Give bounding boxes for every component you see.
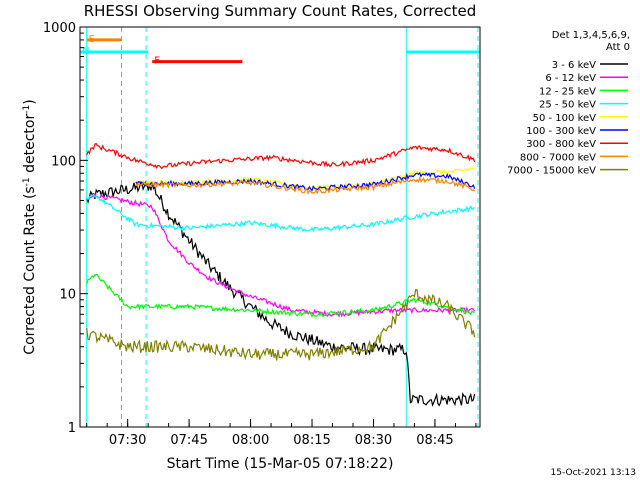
legend-label-0: 3 - 6 keV (552, 60, 596, 71)
series-line-5 (135, 171, 476, 192)
legend-header-0: Det 1,3,4,5,6,9, (552, 30, 630, 41)
chart-title: RHESSI Observing Summary Count Rates, Co… (84, 2, 477, 20)
series-line-7 (135, 175, 476, 195)
series-line-3 (86, 193, 475, 233)
legend-label-3: 25 - 50 keV (539, 100, 596, 111)
legend-label-2: 12 - 25 keV (539, 86, 596, 97)
y-tick-label-3: 1000 (43, 21, 76, 36)
series-line-6 (86, 142, 476, 170)
legend-header-1: Att 0 (606, 42, 630, 53)
legend-label-6: 300 - 800 keV (526, 139, 596, 150)
flag-label-n: N (82, 46, 89, 57)
axis-ticks: 1 10 100 1000 07:30 07:45 08:00 08:15 08:30 08:45 (43, 21, 477, 448)
series-line-1 (86, 193, 476, 318)
x-tick-label-2: 08:00 (232, 433, 269, 448)
flag-label-s: S (89, 34, 95, 45)
legend-label-7: 800 - 7000 keV (520, 152, 596, 163)
legend: Det 1,3,4,5,6,9,Att 0 3 - 6 keV 6 - 12 keV… (507, 30, 630, 177)
legend-label-5: 100 - 300 keV (526, 126, 596, 137)
series-line-2 (86, 273, 475, 318)
y-tick-label-2: 100 (51, 154, 76, 169)
legend-label-1: 6 - 12 keV (545, 73, 596, 84)
y-tick-label-0: 1 (68, 421, 76, 436)
plot-area: SN F (80, 27, 480, 427)
y-axis-title: Corrected Count Rate (s-1 detector-1) (22, 99, 38, 354)
legend-label-8: 7000 - 15000 keV (507, 166, 596, 177)
y-tick-label-1: 10 (59, 288, 76, 303)
flag-label-f: F (154, 56, 160, 67)
x-tick-label-3: 08:15 (293, 433, 330, 448)
x-tick-label-5: 08:45 (416, 433, 453, 448)
series-line-8 (86, 288, 476, 361)
legend-label-4: 50 - 100 keV (533, 113, 597, 124)
x-tick-label-0: 07:30 (109, 433, 146, 448)
x-tick-label-4: 08:30 (355, 433, 392, 448)
plot-frame (79, 26, 481, 428)
x-axis-title: Start Time (15-Mar-05 07:18:22) (167, 456, 394, 472)
x-tick-label-1: 07:45 (170, 433, 207, 448)
timestamp: 15-Oct-2021 13:13 (551, 468, 636, 478)
